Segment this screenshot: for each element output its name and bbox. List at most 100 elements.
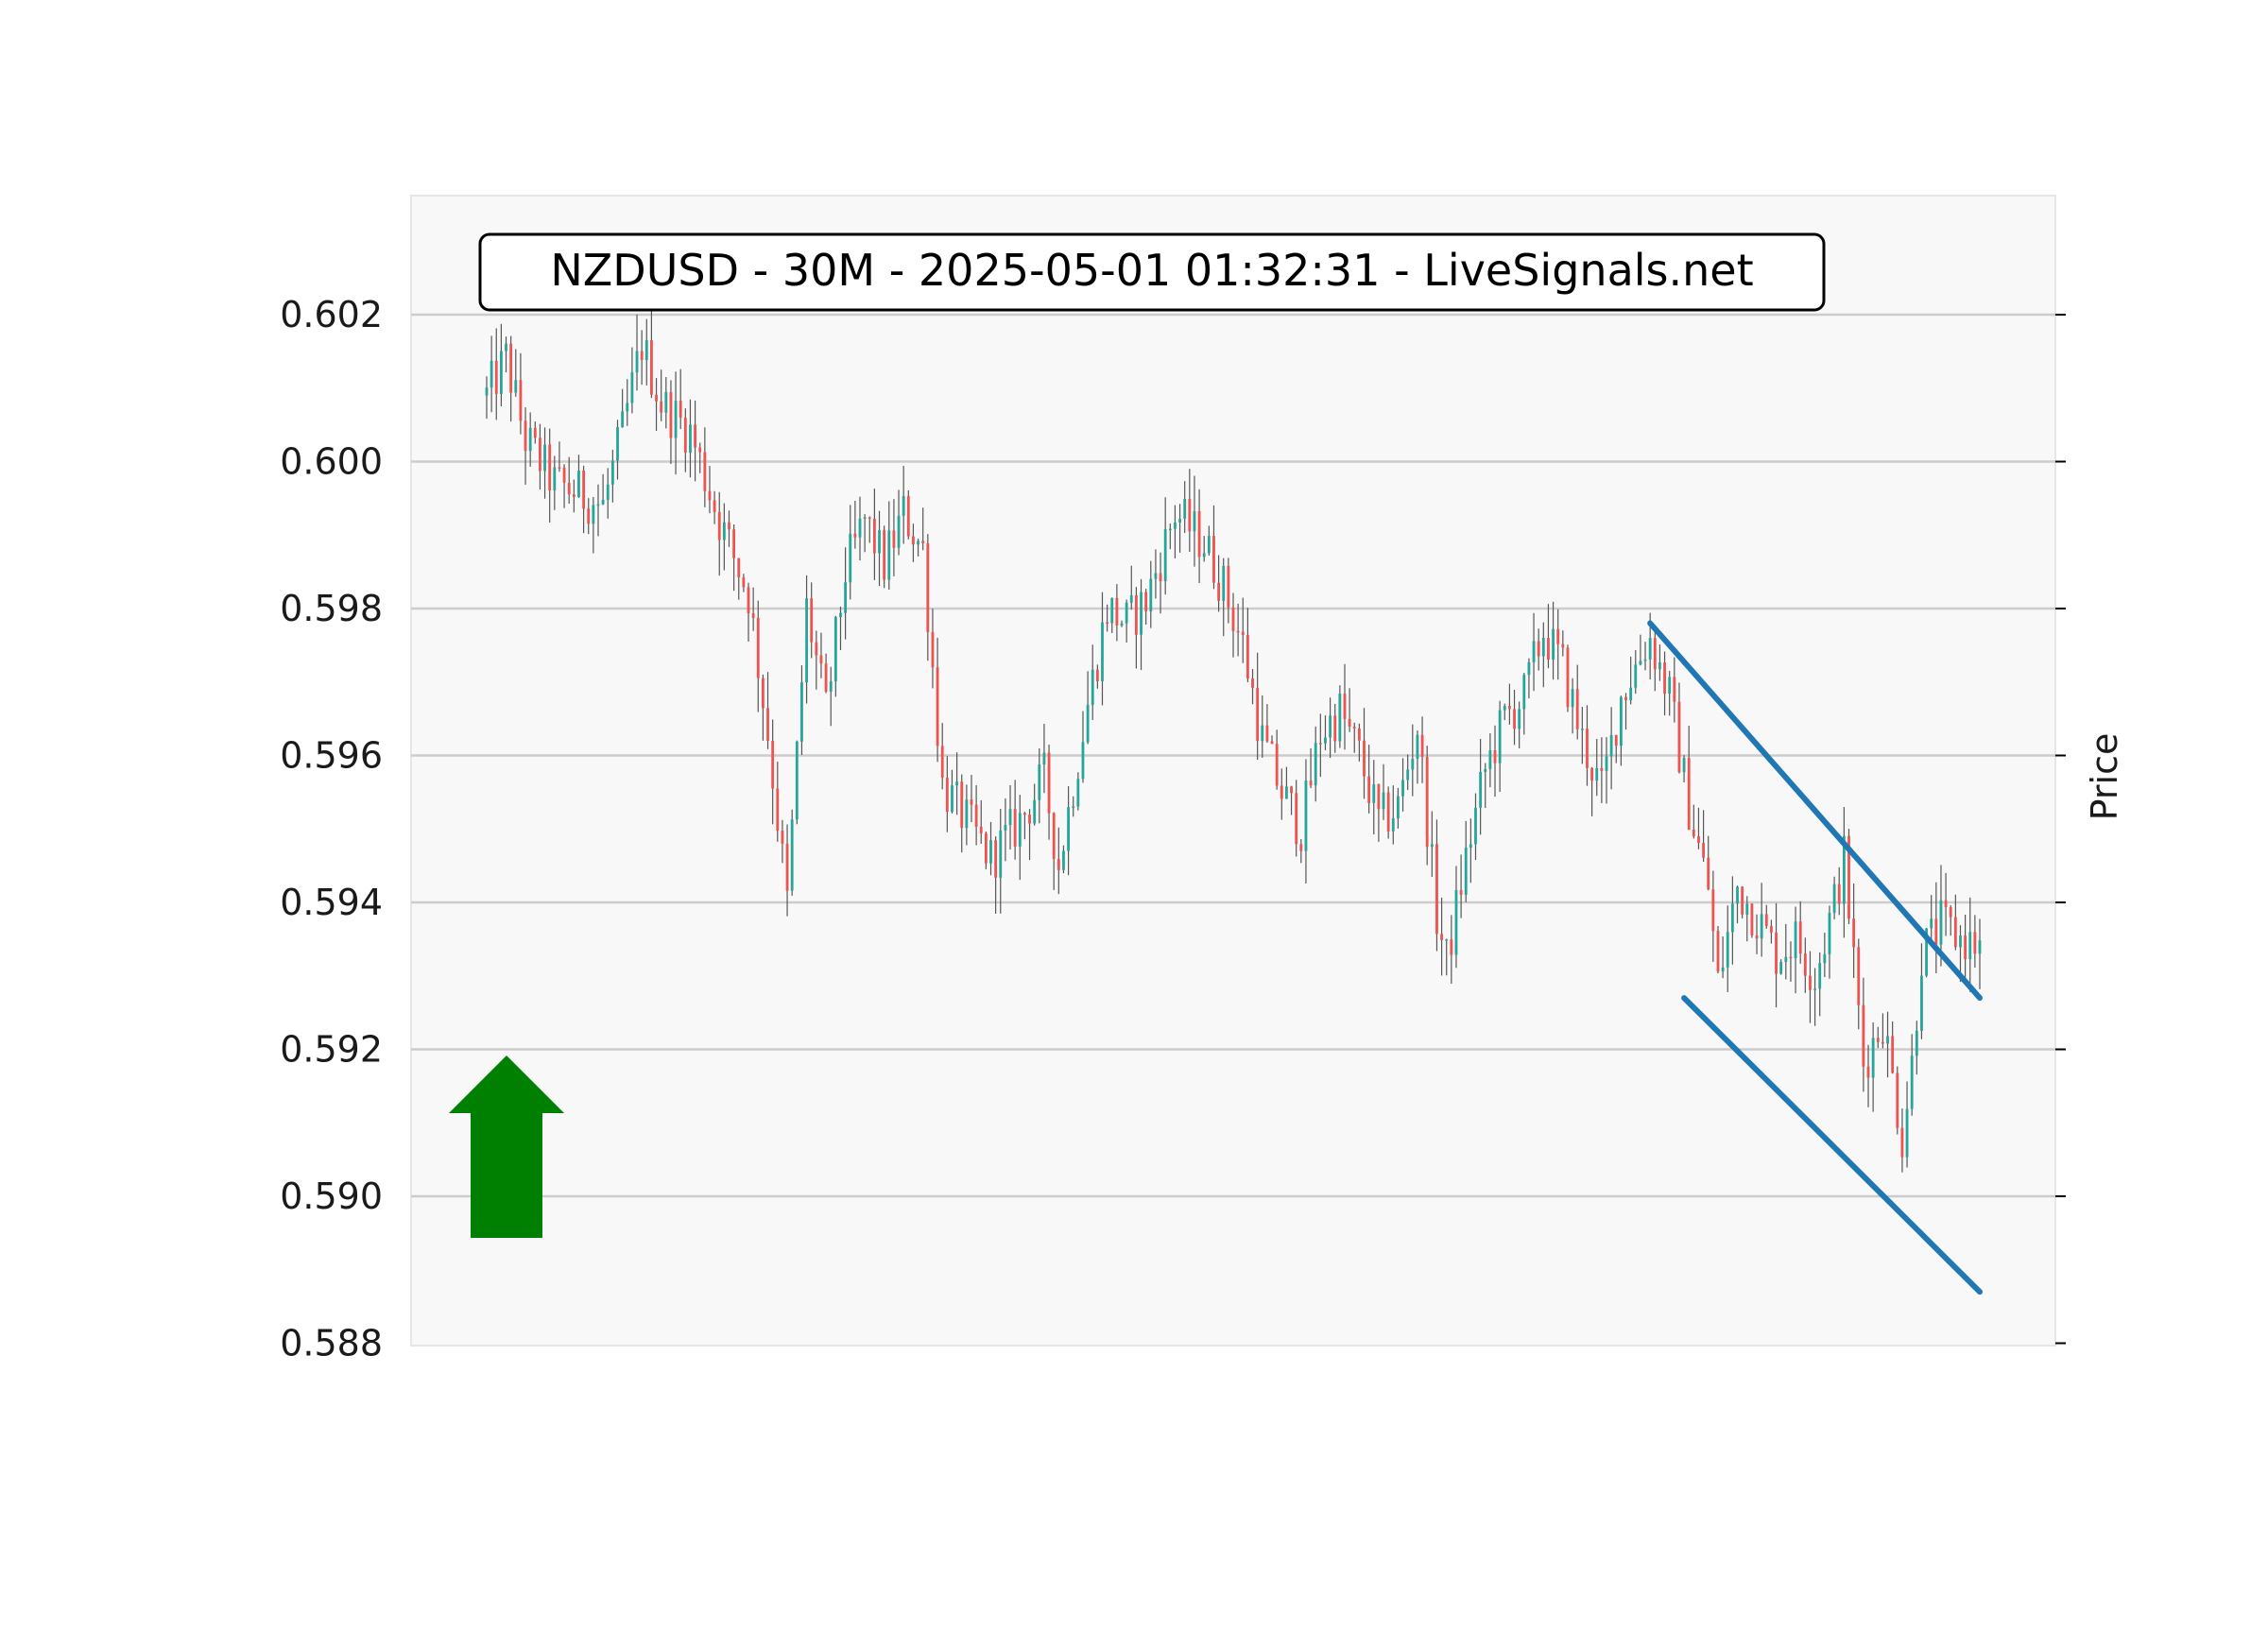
candle-body: [1920, 975, 1923, 1031]
candle-body: [1348, 718, 1351, 727]
candle-body: [1484, 768, 1487, 772]
candle-body: [1571, 689, 1574, 708]
candle-body: [1386, 792, 1390, 832]
candle-body: [1677, 701, 1681, 773]
candle-body: [1643, 659, 1647, 661]
candle-body: [1028, 815, 1031, 824]
candle-body: [621, 411, 625, 428]
candle-body: [1789, 956, 1793, 959]
candle-body: [674, 401, 678, 438]
candle-body: [1222, 566, 1226, 601]
chart-title: NZDUSD - 30M - 2025-05-01 01:32:31 - Liv…: [550, 245, 1753, 296]
candle-body: [1639, 661, 1642, 665]
candle-body: [1033, 799, 1037, 824]
candle-body: [1624, 696, 1627, 701]
candle-body: [936, 667, 939, 746]
candle-body: [1871, 1038, 1875, 1078]
candle-body: [1586, 729, 1589, 768]
candle-body: [1406, 769, 1410, 781]
candle-body: [1784, 956, 1788, 962]
candle-body: [1648, 638, 1652, 660]
candle-body: [1329, 715, 1332, 738]
candle-body: [940, 746, 944, 779]
candle-body: [553, 467, 557, 491]
candle-body: [539, 438, 541, 472]
candle-body: [979, 826, 983, 833]
candle-body: [897, 515, 901, 548]
candle-body: [863, 517, 867, 519]
candle-body: [1236, 630, 1240, 633]
candle-body: [1575, 689, 1579, 729]
up-arrow-icon: [449, 1055, 564, 1238]
candle-body: [1973, 932, 1977, 954]
candle-body: [1454, 889, 1458, 955]
candle-body: [790, 819, 794, 891]
candle-body: [1202, 553, 1206, 558]
candle-body: [1682, 758, 1686, 773]
candle-body: [1614, 734, 1618, 746]
candle-body: [742, 576, 746, 588]
candle-body: [1518, 709, 1521, 729]
candle-body: [683, 418, 687, 454]
candle-body: [1925, 928, 1928, 976]
candle-body: [951, 785, 954, 813]
candle-body: [1197, 510, 1201, 558]
candle-body: [805, 598, 808, 683]
candle-body: [1721, 967, 1725, 972]
candle-body: [664, 391, 668, 413]
candle-body: [635, 351, 639, 373]
candle-body: [567, 482, 571, 495]
candle-body: [1149, 578, 1153, 612]
candle-body: [1212, 536, 1215, 583]
candle-body: [1265, 725, 1269, 742]
candle-body: [1125, 602, 1128, 624]
candle-body: [708, 490, 712, 501]
candle-body: [1760, 914, 1763, 939]
candle-body: [601, 499, 605, 505]
candle-body: [829, 681, 833, 692]
candle-body: [1619, 696, 1623, 746]
candle-body: [572, 494, 576, 498]
y-tick-label: 0.588: [280, 1323, 383, 1364]
candle-body: [902, 495, 905, 516]
candle-body: [1580, 729, 1584, 730]
candle-body: [849, 533, 852, 583]
candle-body: [1430, 844, 1434, 848]
candle-body: [650, 339, 653, 395]
candle-body: [713, 500, 716, 512]
candle-body: [587, 508, 591, 524]
candle-body: [1479, 771, 1483, 808]
y-tick-label: 0.596: [280, 735, 383, 777]
candle-body: [1736, 886, 1739, 904]
candle-body: [1779, 961, 1783, 974]
candle-body: [1823, 953, 1827, 964]
candle-body: [509, 343, 513, 393]
candle-body: [766, 708, 769, 742]
candle-body: [1256, 687, 1260, 742]
candle-body: [1653, 638, 1657, 670]
candle-body: [1522, 675, 1526, 710]
candle-body: [519, 380, 523, 421]
candle-body: [844, 582, 848, 613]
candle-body: [1541, 638, 1545, 657]
candle-body: [1101, 622, 1104, 682]
candle-body: [499, 351, 503, 394]
candle-body: [1343, 694, 1347, 719]
candle-body: [917, 540, 919, 545]
candle-body: [1629, 687, 1633, 701]
candle-body: [1241, 631, 1245, 636]
candle-body: [1081, 742, 1085, 780]
candle-body: [1008, 809, 1012, 825]
candle-body: [1397, 796, 1400, 819]
candle-body: [732, 529, 736, 558]
candle-body: [1067, 807, 1070, 851]
candle-body: [1129, 594, 1133, 603]
candle-body: [1944, 900, 1948, 908]
candle-body: [1357, 728, 1361, 741]
candle-body: [994, 840, 998, 878]
candle-body: [1309, 781, 1313, 786]
candle-body: [1702, 843, 1706, 858]
candle-body: [1425, 757, 1429, 848]
candle-body: [1217, 582, 1221, 601]
